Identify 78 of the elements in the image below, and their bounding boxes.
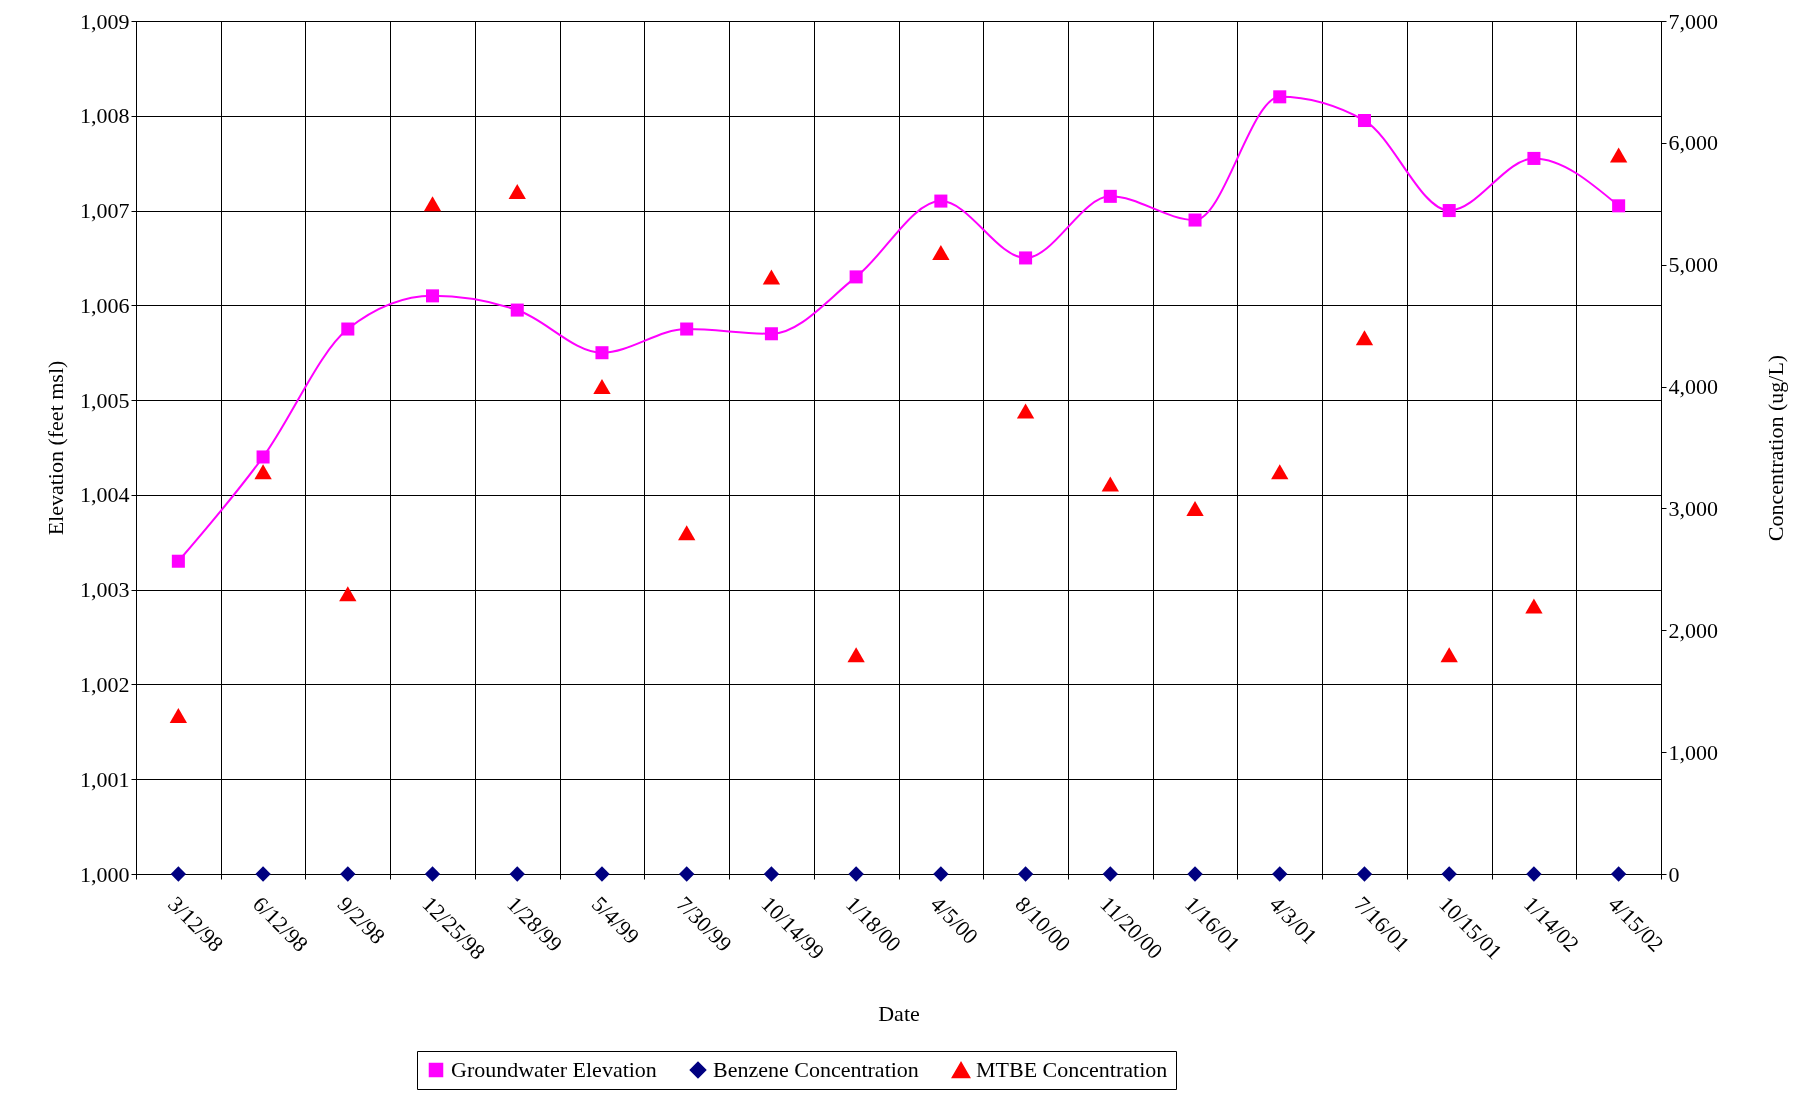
- point: [169, 708, 188, 724]
- legend-label: Benzene Concentration: [713, 1057, 919, 1082]
- point: [340, 866, 356, 882]
- y2-tick-label: 0: [1668, 861, 1680, 887]
- point: [1610, 866, 1627, 882]
- y2-tick-label: 6,000: [1668, 130, 1718, 156]
- point: [171, 554, 185, 568]
- y-tick-label: 1,005: [80, 387, 130, 413]
- point: [423, 196, 442, 212]
- point: [934, 194, 948, 208]
- y-axis-title: Elevation (feet msl): [43, 360, 68, 536]
- point: [1527, 151, 1541, 165]
- point: [678, 525, 696, 541]
- y-tick-label: 1,003: [80, 577, 130, 603]
- point: [255, 866, 271, 882]
- y-tick-label: 1,004: [80, 482, 130, 508]
- point: [1356, 866, 1373, 882]
- point: [1187, 866, 1203, 882]
- point: [1271, 464, 1289, 480]
- point: [680, 322, 694, 336]
- point: [1609, 147, 1628, 163]
- y-tick-label: 1,007: [80, 198, 130, 224]
- point: [1102, 866, 1118, 882]
- point: [1440, 647, 1458, 663]
- y-tick-label: 1,001: [80, 766, 130, 792]
- y2-tick-label: 1,000: [1668, 739, 1718, 765]
- point: [508, 184, 526, 200]
- point: [1357, 114, 1371, 128]
- point: [1101, 476, 1119, 492]
- y-tick-label: 1,002: [80, 671, 130, 697]
- point: [1188, 213, 1202, 227]
- legend-label: MTBE Concentration: [976, 1057, 1168, 1082]
- point: [510, 303, 524, 317]
- point: [1019, 251, 1033, 265]
- y-tick-label: 1,008: [80, 103, 130, 129]
- point: [593, 379, 611, 395]
- point: [1355, 330, 1374, 346]
- y-tick-label: 1,006: [80, 292, 130, 318]
- point: [1525, 598, 1543, 614]
- point: [170, 866, 187, 882]
- point: [1186, 500, 1204, 516]
- y2-tick-label: 4,000: [1668, 374, 1718, 400]
- point: [762, 269, 781, 285]
- y-tick-label: 1,009: [80, 8, 130, 34]
- point: [849, 270, 863, 284]
- point: [848, 866, 864, 882]
- point: [256, 450, 270, 464]
- x-axis-title: Date: [878, 1000, 920, 1026]
- y2-tick-label: 3,000: [1668, 495, 1718, 521]
- point: [763, 866, 780, 882]
- point: [509, 866, 525, 882]
- point: [424, 866, 441, 882]
- point: [1017, 866, 1034, 882]
- y-tick-label: 1,000: [80, 861, 130, 887]
- y2-tick-label: 7,000: [1668, 8, 1718, 34]
- point: [426, 289, 440, 303]
- point: [679, 866, 695, 882]
- point: [1103, 189, 1117, 203]
- point: [764, 327, 778, 341]
- legend-label: Groundwater Elevation: [451, 1057, 657, 1082]
- y2-tick-label: 5,000: [1668, 252, 1718, 278]
- y2-tick-label: 2,000: [1668, 617, 1718, 643]
- point: [1016, 403, 1035, 419]
- point: [1526, 866, 1542, 882]
- point: [341, 322, 355, 336]
- point: [339, 586, 357, 602]
- point: [1612, 199, 1626, 213]
- point: [1273, 90, 1287, 104]
- point: [1272, 866, 1288, 882]
- point: [1442, 204, 1456, 218]
- point: [847, 647, 865, 663]
- point: [595, 346, 609, 360]
- y2-axis-title: Concentration (ug/L): [1763, 354, 1788, 542]
- point: [254, 464, 272, 480]
- point: [932, 245, 950, 261]
- point: [933, 866, 949, 882]
- point: [1441, 866, 1457, 882]
- point: [594, 866, 610, 882]
